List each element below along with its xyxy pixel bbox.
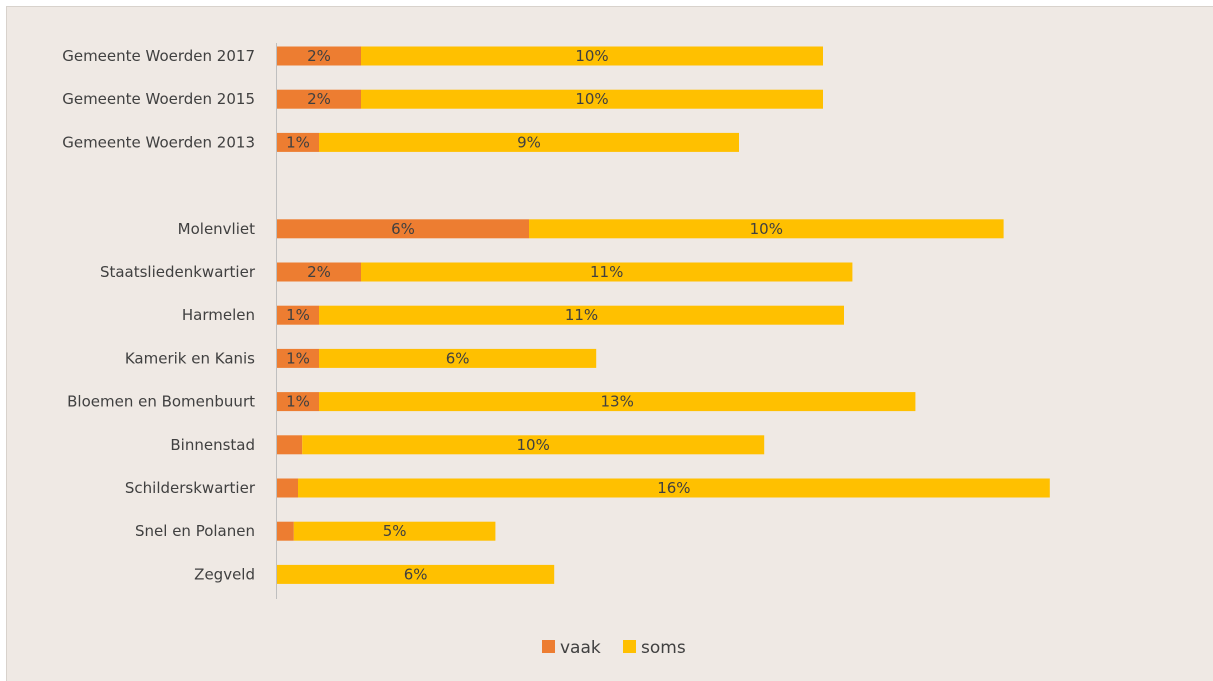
bars-layer: 2% 10% 2% 10% 1% 9% 6% 10% 2% 11% 1% 11% 1% 6% 1% 13% 10… xyxy=(277,46,1050,584)
category-label: Gemeente Woerden 2017 xyxy=(62,47,255,65)
category-label: Snel en Polanen xyxy=(135,522,255,540)
data-label-vaak: 6% xyxy=(391,220,415,238)
data-label-vaak: 1% xyxy=(286,393,310,411)
category-label: Gemeente Woerden 2013 xyxy=(62,133,255,151)
data-label-soms: 11% xyxy=(565,306,598,324)
category-labels: Gemeente Woerden 2017 Gemeente Woerden 20… xyxy=(62,47,256,583)
bar-vaak xyxy=(277,348,319,368)
category-label: Gemeente Woerden 2015 xyxy=(62,90,255,108)
bar-vaak xyxy=(277,262,361,282)
data-label-soms: 10% xyxy=(517,436,550,454)
legend-label-vaak: vaak xyxy=(560,638,601,658)
bar-soms xyxy=(319,392,916,412)
bar-vaak xyxy=(277,46,361,66)
bar-soms xyxy=(302,435,765,455)
data-label-vaak: 1% xyxy=(286,349,310,367)
bar-vaak xyxy=(277,305,319,325)
category-label: Zegveld xyxy=(194,565,255,583)
legend-swatch-vaak xyxy=(542,640,555,653)
bar-soms xyxy=(319,348,597,368)
data-label-soms: 11% xyxy=(590,263,623,281)
category-label: Bloemen en Bomenbuurt xyxy=(67,393,255,411)
data-label-vaak: 1% xyxy=(286,306,310,324)
data-label-soms: 10% xyxy=(750,220,783,238)
bar-vaak xyxy=(277,478,298,498)
bar-vaak xyxy=(277,132,319,152)
data-label-soms: 16% xyxy=(657,479,690,497)
bar-soms xyxy=(361,89,823,109)
data-label-vaak: 2% xyxy=(307,90,331,108)
bar-vaak xyxy=(277,219,529,239)
bar-soms xyxy=(319,305,844,325)
category-label: Binnenstad xyxy=(170,436,255,454)
category-label: Molenvliet xyxy=(178,220,255,238)
bar-soms xyxy=(529,219,1004,239)
bar-vaak xyxy=(277,392,319,412)
bar-soms xyxy=(298,478,1050,498)
data-label-vaak: 2% xyxy=(307,47,331,65)
category-label: Staatsliedenkwartier xyxy=(100,263,256,281)
category-label: Schilderskwartier xyxy=(125,479,256,497)
data-label-soms: 9% xyxy=(517,133,541,151)
bar-vaak xyxy=(277,435,303,455)
data-label-soms: 5% xyxy=(383,522,407,540)
bar-soms xyxy=(277,564,555,584)
bar-vaak xyxy=(277,89,361,109)
category-label: Harmelen xyxy=(182,306,255,324)
data-label-soms: 6% xyxy=(404,565,428,583)
bar-soms xyxy=(319,132,739,152)
legend-label-soms: soms xyxy=(641,638,686,658)
stacked-bar-chart: 2% 10% 2% 10% 1% 9% 6% 10% 2% 11% 1% 11% 1% 6% 1% 13% 10… xyxy=(62,43,1050,658)
data-label-vaak: 1% xyxy=(286,133,310,151)
legend-swatch-soms xyxy=(623,640,636,653)
chart-panel: 2% 10% 2% 10% 1% 9% 6% 10% 2% 11% 1% 11% 1% 6% 1% 13% 10… xyxy=(6,6,1213,681)
data-label-soms: 6% xyxy=(446,349,470,367)
legend: vaak soms xyxy=(542,638,686,658)
data-label-soms: 10% xyxy=(575,47,608,65)
data-label-soms: 13% xyxy=(601,393,634,411)
data-label-vaak: 2% xyxy=(307,263,331,281)
bar-soms xyxy=(361,46,823,66)
bar-soms xyxy=(361,262,853,282)
category-label: Kamerik en Kanis xyxy=(125,349,255,367)
data-label-soms: 10% xyxy=(575,90,608,108)
bar-vaak xyxy=(277,521,294,541)
bar-soms xyxy=(293,521,496,541)
